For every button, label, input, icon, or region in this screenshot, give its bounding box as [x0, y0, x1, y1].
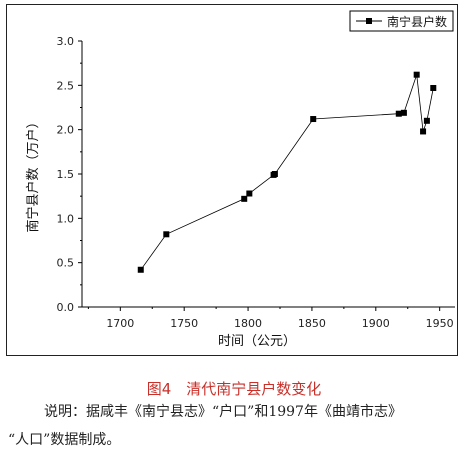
data-point [413, 71, 420, 78]
chart-plot: 1700 1750 1800 1850 1900 1950 0.0 0.5 1.0 1.5 2.0 2… [25, 10, 455, 349]
series-line [140, 74, 434, 271]
data-point [420, 128, 427, 135]
y-tick-label: 0.0 [57, 301, 75, 314]
y-tick-label: 2.0 [57, 124, 75, 137]
x-tick-label: 1950 [426, 317, 454, 330]
figure-caption: 图4 清代南宁县户数变化 [146, 380, 322, 398]
chart-frame: 1700 1750 1800 1850 1900 1950 0.0 0.5 1.0 1.5 2.0 2… [6, 4, 458, 356]
data-point [137, 266, 144, 273]
y-tick-label: 2.5 [57, 79, 75, 92]
x-tick-label: 1900 [362, 317, 390, 330]
data-point [246, 190, 253, 197]
figure-note-line1: 说明：据咸丰《南宁县志》“户口”和1997年《曲靖市志》 [44, 404, 402, 420]
y-axis-title: 南宁县户数（万户） [25, 115, 41, 232]
y-tick-label: 1.5 [57, 168, 75, 181]
x-tick-label: 1750 [170, 317, 198, 330]
legend-marker [366, 18, 372, 24]
legend-label: 南宁县户数 [387, 14, 447, 29]
data-point [163, 231, 170, 238]
figure-note-line2: “人口”数据制成。 [8, 432, 121, 448]
data-point [271, 171, 278, 177]
y-tick-label: 3.0 [57, 35, 75, 48]
data-point [400, 109, 407, 116]
data-point [423, 117, 430, 124]
x-axis-title: 时间（公元） [218, 334, 296, 349]
y-tick-label: 1.0 [57, 212, 75, 225]
legend-box [349, 10, 454, 32]
data-point [241, 195, 248, 202]
data-point [430, 84, 437, 91]
y-tick-label: 0.5 [57, 257, 75, 270]
x-tick-label: 1700 [106, 317, 134, 330]
data-point [395, 110, 402, 117]
x-tick-label: 1850 [298, 317, 326, 330]
data-point [310, 116, 317, 123]
x-tick-label: 1800 [234, 317, 262, 330]
